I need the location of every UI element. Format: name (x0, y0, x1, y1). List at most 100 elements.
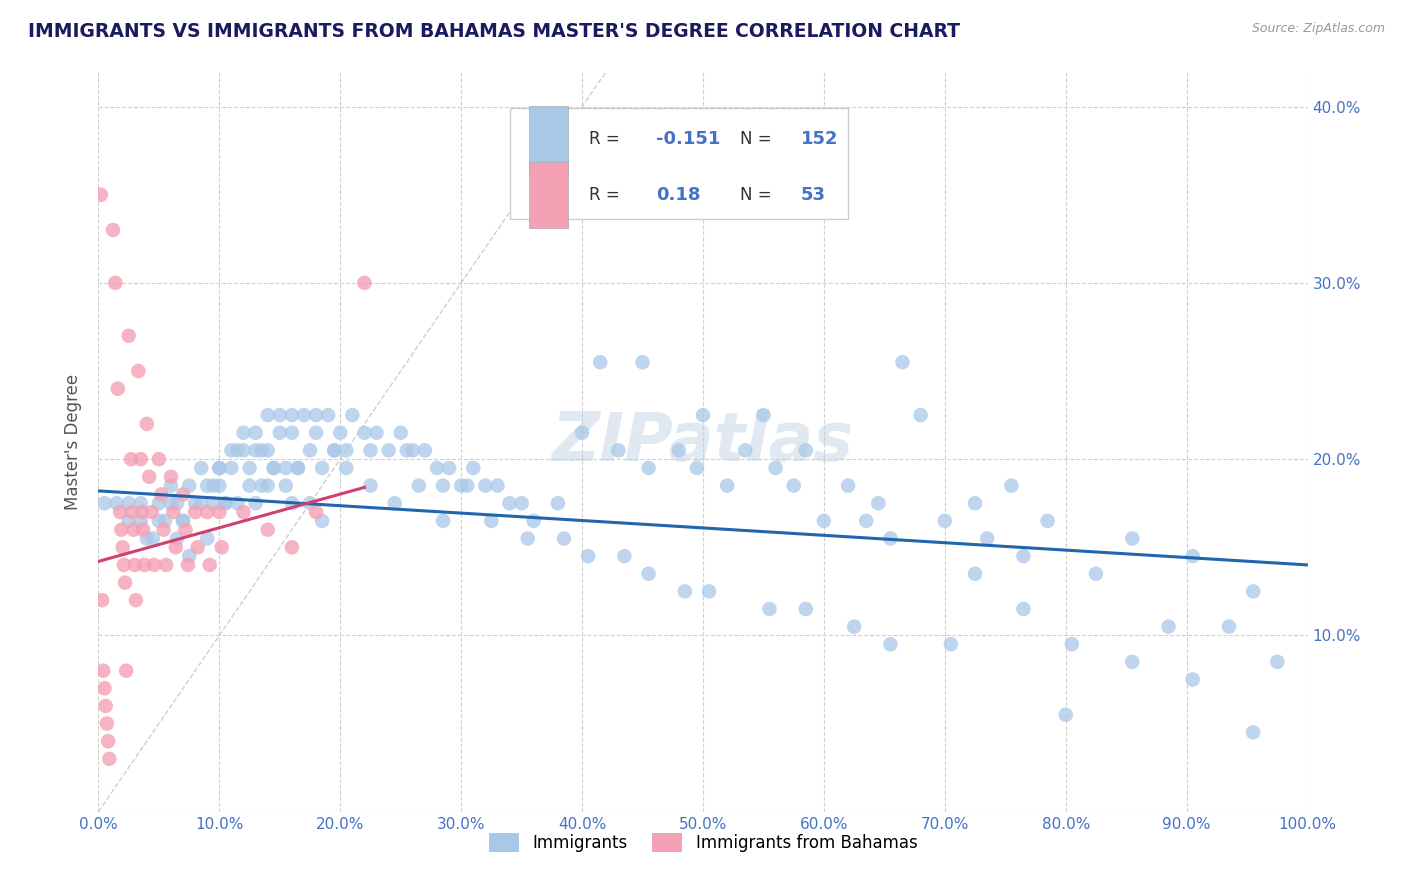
Point (523, 514, 546, 528)
Point (516, 532, 538, 546)
Point (432, 514, 454, 528)
Point (366, 425, 388, 440)
Point (108, 505, 131, 519)
Point (245, 496, 267, 510)
Point (673, 584, 696, 599)
Point (498, 496, 520, 510)
Point (174, 523, 197, 537)
Point (250, 443, 273, 458)
Point (122, 523, 145, 537)
Point (794, 443, 817, 458)
Point (299, 496, 322, 510)
Point (299, 443, 322, 458)
Point (166, 496, 188, 510)
Text: 152: 152 (801, 130, 838, 148)
Point (311, 514, 333, 528)
Point (965, 496, 987, 510)
Point (208, 461, 231, 475)
Point (395, 443, 418, 458)
Point (668, 443, 690, 458)
Point (98, 752, 121, 766)
Point (389, 425, 412, 440)
Point (190, 496, 212, 510)
Point (135, 532, 157, 546)
Point (195, 478, 218, 492)
Point (250, 478, 273, 492)
Point (910, 408, 932, 422)
Point (281, 408, 304, 422)
Point (184, 496, 207, 510)
Point (716, 478, 738, 492)
Point (155, 558, 177, 572)
Point (118, 514, 141, 528)
Point (148, 452, 170, 467)
Point (782, 478, 804, 492)
Point (734, 443, 756, 458)
Text: 53: 53 (801, 186, 825, 204)
Point (93, 496, 115, 510)
Point (208, 461, 231, 475)
Point (571, 425, 593, 440)
Point (165, 541, 187, 555)
Point (1241, 725, 1264, 739)
Point (305, 505, 328, 519)
Point (202, 478, 225, 492)
Point (402, 443, 425, 458)
Point (160, 496, 183, 510)
Point (855, 514, 877, 528)
Point (463, 461, 485, 475)
Point (1085, 566, 1108, 581)
Point (868, 496, 890, 510)
Point (114, 575, 136, 590)
FancyBboxPatch shape (509, 108, 848, 219)
Point (129, 514, 152, 528)
Point (323, 443, 346, 458)
Point (172, 514, 194, 528)
Point (758, 602, 780, 616)
Point (752, 408, 775, 422)
Point (432, 478, 454, 492)
Point (232, 443, 254, 458)
Point (281, 496, 304, 510)
Point (105, 496, 128, 510)
Point (93, 681, 115, 696)
Point (360, 478, 382, 492)
Point (934, 514, 956, 528)
Point (150, 487, 173, 501)
Point (437, 461, 460, 475)
Point (110, 523, 132, 537)
Point (360, 443, 382, 458)
Point (245, 425, 267, 440)
Point (115, 664, 138, 678)
Point (143, 558, 166, 572)
Point (214, 496, 236, 510)
Point (195, 532, 218, 546)
Text: -0.151: -0.151 (655, 130, 720, 148)
Point (837, 478, 859, 492)
Point (177, 558, 200, 572)
Point (138, 470, 160, 484)
Point (121, 505, 143, 519)
Point (965, 566, 987, 581)
Point (97, 734, 120, 748)
Point (631, 355, 654, 369)
Point (335, 443, 357, 458)
Point (118, 496, 141, 510)
Point (613, 549, 636, 563)
Point (486, 478, 509, 492)
Point (202, 496, 225, 510)
Point (232, 425, 254, 440)
Point (148, 496, 170, 510)
Point (589, 355, 612, 369)
Point (142, 532, 165, 546)
Text: N =: N = (741, 130, 778, 148)
Point (256, 443, 278, 458)
Point (239, 461, 262, 475)
Point (198, 558, 221, 572)
Point (281, 425, 304, 440)
Point (342, 408, 364, 422)
Point (553, 532, 575, 546)
Point (323, 443, 346, 458)
Point (481, 514, 503, 528)
Point (190, 461, 212, 475)
